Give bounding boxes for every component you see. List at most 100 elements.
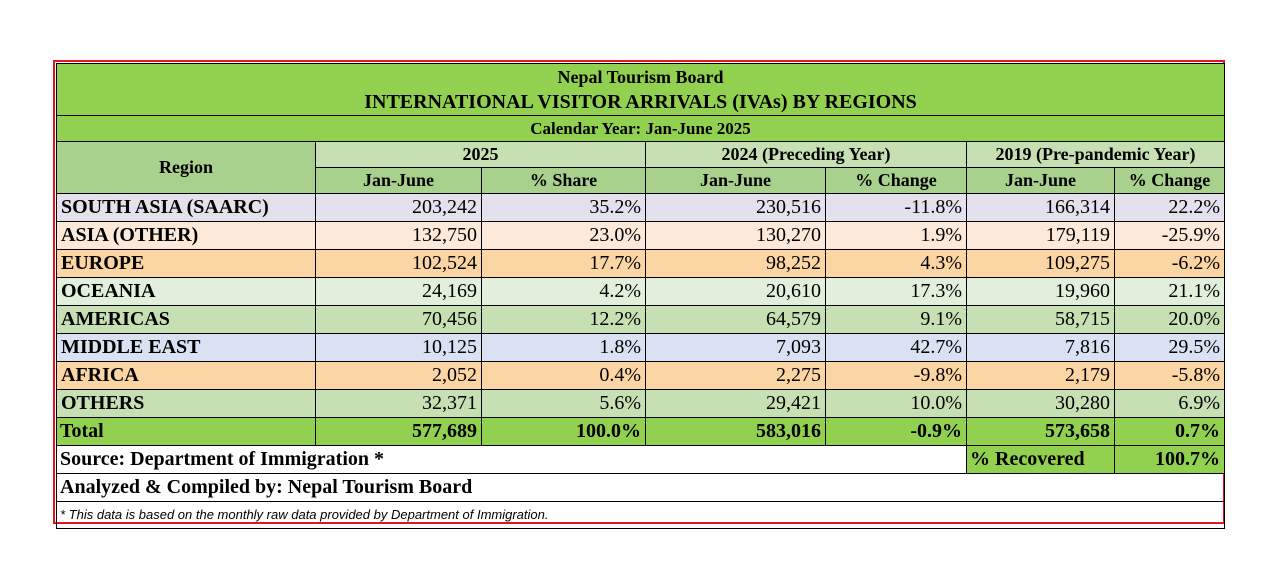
arrivals-2024: 20,610 <box>645 277 826 306</box>
share-2025: 23.0% <box>481 221 646 250</box>
change-2019: 21.1% <box>1113 277 1226 306</box>
region-header: Region <box>56 141 316 194</box>
table-row: EUROPE 102,524 17.7% 98,252 4.3% 109,275 -6.2% <box>56 249 1226 278</box>
recovered-label: % Recovered <box>966 445 1115 474</box>
arrivals-2024: 230,516 <box>645 193 826 222</box>
change-2024: 10.0% <box>825 389 967 418</box>
table-row: AFRICA 2,052 0.4% 2,275 -9.8% 2,179 -5.8% <box>56 361 1226 390</box>
group-2025-header: 2025 <box>315 141 646 168</box>
title-row-period: Calendar Year: Jan-June 2025 <box>55 115 1226 142</box>
change-2024: 42.7% <box>825 333 967 362</box>
change-2024: -9.8% <box>825 361 967 390</box>
compiled-text: Analyzed & Compiled by: Nepal Tourism Bo… <box>55 473 1226 502</box>
compiled-row: Analyzed & Compiled by: Nepal Tourism Bo… <box>55 473 1226 502</box>
share-2025-header: % Share <box>481 167 646 194</box>
table-row: AMERICAS 70,456 12.2% 64,579 9.1% 58,715 20.0% <box>56 305 1226 334</box>
table-row: ASIA (OTHER) 132,750 23.0% 130,270 1.9% 179,1… <box>56 221 1226 250</box>
change-2019: -25.9% <box>1113 221 1226 250</box>
region-name: AFRICA <box>56 361 316 390</box>
column-group-row: Region 2025 2024 (Preceding Year) 2019 (… <box>56 141 1226 194</box>
jan-june-2025-header: Jan-June <box>315 167 482 194</box>
change-2019: -5.8% <box>1113 361 1226 390</box>
arrivals-2025: 102,524 <box>315 249 482 278</box>
change-2019: 20.0% <box>1113 305 1226 334</box>
share-2025: 4.2% <box>481 277 646 306</box>
change-2024: -11.8% <box>825 193 967 222</box>
region-name: AMERICAS <box>56 305 316 334</box>
source-row: Source: Department of Immigration * % Re… <box>56 445 1226 474</box>
total-2024: 583,016 <box>645 417 826 446</box>
arrivals-2024: 7,093 <box>645 333 826 362</box>
arrivals-2025: 132,750 <box>315 221 482 250</box>
total-2019: 573,658 <box>966 417 1115 446</box>
arrivals-2019: 30,280 <box>966 389 1115 418</box>
arrivals-2019: 7,816 <box>966 333 1115 362</box>
source-text: Source: Department of Immigration * <box>56 445 967 474</box>
change-2024: 9.1% <box>825 305 967 334</box>
region-name: MIDDLE EAST <box>56 333 316 362</box>
arrivals-2024: 64,579 <box>645 305 826 334</box>
arrivals-2025: 24,169 <box>315 277 482 306</box>
group-2024-header: 2024 (Preceding Year) <box>645 141 967 168</box>
report-title: INTERNATIONAL VISITOR ARRIVALS (IVAs) BY… <box>55 90 1226 116</box>
table-row: OCEANIA 24,169 4.2% 20,610 17.3% 19,960 21.1% <box>56 277 1226 306</box>
arrivals-2019: 58,715 <box>966 305 1115 334</box>
arrivals-2019: 179,119 <box>966 221 1115 250</box>
change-2024: 4.3% <box>825 249 967 278</box>
share-2025: 12.2% <box>481 305 646 334</box>
org-title: Nepal Tourism Board <box>55 63 1226 90</box>
total-change-2024: -0.9% <box>825 417 967 446</box>
share-2025: 1.8% <box>481 333 646 362</box>
arrivals-2019: 2,179 <box>966 361 1115 390</box>
arrivals-2024: 98,252 <box>645 249 826 278</box>
table-row: OTHERS 32,371 5.6% 29,421 10.0% 30,280 6.9% <box>56 389 1226 418</box>
change-2024: 17.3% <box>825 277 967 306</box>
report-frame: Nepal Tourism Board INTERNATIONAL VISITO… <box>53 60 1226 529</box>
title-row-org: Nepal Tourism Board <box>55 63 1226 90</box>
arrivals-2019: 166,314 <box>966 193 1115 222</box>
arrivals-table: Nepal Tourism Board INTERNATIONAL VISITO… <box>55 63 1226 529</box>
arrivals-2019: 19,960 <box>966 277 1115 306</box>
change-2024-header: % Change <box>825 167 967 194</box>
arrivals-2024: 130,270 <box>645 221 826 250</box>
jan-june-2024-header: Jan-June <box>645 167 826 194</box>
change-2019: 29.5% <box>1113 333 1226 362</box>
data-rows: SOUTH ASIA (SAARC) 203,242 35.2% 230,516 -11… <box>56 193 1226 418</box>
arrivals-2024: 2,275 <box>645 361 826 390</box>
change-2024: 1.9% <box>825 221 967 250</box>
region-name: OCEANIA <box>56 277 316 306</box>
arrivals-2025: 70,456 <box>315 305 482 334</box>
share-2025: 0.4% <box>481 361 646 390</box>
total-share: 100.0% <box>481 417 646 446</box>
share-2025: 17.7% <box>481 249 646 278</box>
arrivals-2019: 109,275 <box>966 249 1115 278</box>
change-2019-header: % Change <box>1113 167 1226 194</box>
total-label: Total <box>56 417 316 446</box>
group-2019-header: 2019 (Pre-pandemic Year) <box>965 141 1226 168</box>
total-row: Total 577,689 100.0% 583,016 -0.9% 573,6… <box>56 417 1226 446</box>
table-row: SOUTH ASIA (SAARC) 203,242 35.2% 230,516 -11… <box>56 193 1226 222</box>
arrivals-2024: 29,421 <box>645 389 826 418</box>
region-name: ASIA (OTHER) <box>56 221 316 250</box>
arrivals-2025: 2,052 <box>315 361 482 390</box>
arrivals-2025: 32,371 <box>315 389 482 418</box>
note-row: * This data is based on the monthly raw … <box>55 501 1226 529</box>
change-2019: 22.2% <box>1113 193 1226 222</box>
region-name: EUROPE <box>56 249 316 278</box>
change-2019: 6.9% <box>1113 389 1226 418</box>
share-2025: 35.2% <box>481 193 646 222</box>
region-name: SOUTH ASIA (SAARC) <box>56 193 316 222</box>
footnote-text: * This data is based on the monthly raw … <box>55 501 1226 529</box>
region-name: OTHERS <box>56 389 316 418</box>
total-change-2019: 0.7% <box>1113 417 1226 446</box>
recovered-value: 100.7% <box>1113 445 1226 474</box>
change-2019: -6.2% <box>1113 249 1226 278</box>
total-2025: 577,689 <box>315 417 482 446</box>
arrivals-2025: 10,125 <box>315 333 482 362</box>
share-2025: 5.6% <box>481 389 646 418</box>
title-row-main: INTERNATIONAL VISITOR ARRIVALS (IVAs) BY… <box>55 90 1226 116</box>
column-sub-row: Jan-June % Share Jan-June % Change Jan-J… <box>57 167 1226 194</box>
period-title: Calendar Year: Jan-June 2025 <box>55 115 1226 142</box>
table-row: MIDDLE EAST 10,125 1.8% 7,093 42.7% 7,816 29.5… <box>56 333 1226 362</box>
jan-june-2019-header: Jan-June <box>966 167 1115 194</box>
